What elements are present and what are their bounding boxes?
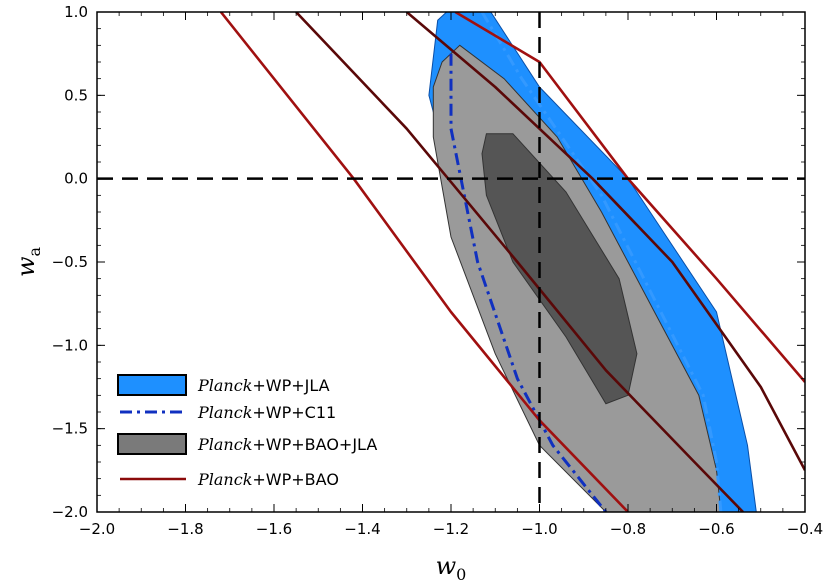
legend-label-bao-jla-rest: +WP+BAO+JLA bbox=[252, 435, 377, 454]
x-tick-label: −2.0 bbox=[79, 520, 115, 538]
y-tick-label: −0.5 bbox=[52, 253, 88, 271]
legend-swatch-jla bbox=[117, 374, 187, 396]
y-tick-label: −1.0 bbox=[52, 336, 88, 354]
ticks: −2.0 −1.8 −1.6 −1.4 −1.2 −1.0 −0.8 −0.6 −0.4 −2.0… bbox=[52, 3, 824, 538]
series-layer bbox=[219, 12, 805, 512]
contour-bao-jla-1sigma bbox=[481, 133, 638, 405]
legend-label-bao-jla: Planck+WP+BAO+JLA bbox=[197, 435, 377, 454]
contour-bao-contour-1sigma-left bbox=[295, 12, 744, 512]
y-tick-label: −2.0 bbox=[52, 503, 88, 521]
x-axis-label-main: w bbox=[436, 552, 457, 580]
y-axis-label-sub: a bbox=[25, 247, 44, 257]
legend-label-c11: Planck+WP+C11 bbox=[197, 403, 336, 422]
y-tick-label: 0.5 bbox=[64, 86, 88, 104]
legend-label-bao-jla-italic: Planck bbox=[197, 435, 252, 454]
x-tick-label: −1.0 bbox=[521, 520, 557, 538]
legend-label-jla-rest: +WP+JLA bbox=[252, 376, 329, 395]
x-axis-label: w0 bbox=[436, 552, 467, 584]
x-axis-label-sub: 0 bbox=[456, 565, 466, 584]
x-tick-label: −1.4 bbox=[344, 520, 380, 538]
y-tick-label: −1.5 bbox=[52, 420, 88, 438]
legend-label-jla: Planck+WP+JLA bbox=[197, 376, 330, 395]
x-tick-label: −1.6 bbox=[256, 520, 292, 538]
y-tick-label: 1.0 bbox=[64, 3, 88, 21]
y-axis-label-main: w bbox=[12, 256, 40, 277]
x-tick-label: −0.4 bbox=[787, 520, 823, 538]
legend-label-bao-italic: Planck bbox=[197, 470, 252, 489]
y-tick-label: 0.0 bbox=[64, 170, 88, 188]
legend-label-c11-italic: Planck bbox=[197, 403, 252, 422]
legend-label-c11-rest: +WP+C11 bbox=[252, 403, 336, 422]
legend: Planck+WP+JLA Planck+WP+C11 Planck+WP+BA… bbox=[117, 374, 377, 489]
legend-label-bao: Planck+WP+BAO bbox=[197, 470, 339, 489]
reference-lines bbox=[97, 12, 805, 512]
x-tick-label: −1.2 bbox=[433, 520, 469, 538]
x-tick-label: −1.8 bbox=[167, 520, 203, 538]
x-tick-label: −0.6 bbox=[698, 520, 734, 538]
y-axis-label: wa bbox=[12, 247, 44, 278]
contour-c11-outer bbox=[480, 12, 723, 512]
legend-swatch-bao-jla bbox=[117, 433, 187, 455]
legend-label-jla-italic: Planck bbox=[197, 376, 252, 395]
x-tick-label: −0.8 bbox=[610, 520, 646, 538]
contour-bao-contour-1sigma-right bbox=[405, 12, 805, 471]
legend-label-bao-rest: +WP+BAO bbox=[252, 470, 339, 489]
contour-bao-contour-2sigma-left bbox=[219, 12, 629, 512]
